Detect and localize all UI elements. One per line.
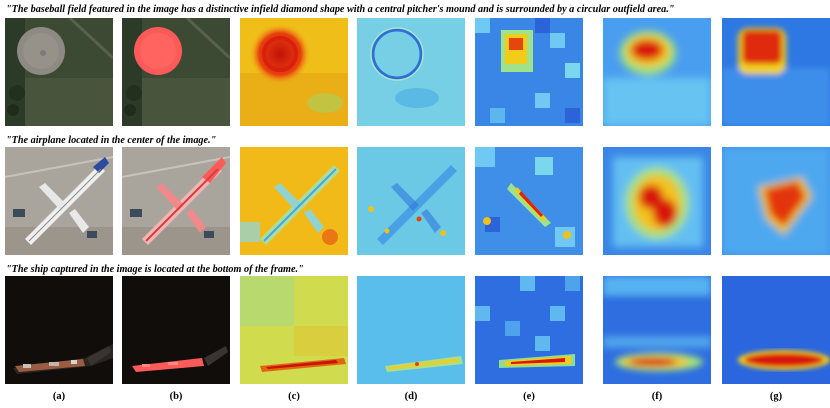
airplane-heatmap-f	[603, 147, 711, 255]
baseball-heatmap-c	[240, 18, 348, 126]
airplane-heatmap-g	[722, 147, 830, 255]
column-label-e: (e)	[523, 391, 535, 402]
column-label-c: (c)	[288, 391, 300, 402]
baseball-heatmap-d	[357, 18, 465, 126]
baseball-heatmap-f	[603, 18, 711, 126]
column-label-b: (b)	[169, 391, 183, 402]
baseball-heatmap-g	[722, 18, 830, 126]
ship-mask-overlay	[122, 276, 230, 384]
row-caption-airplane: "The airplane located in the center of t…	[6, 135, 217, 146]
baseball-original-image	[5, 18, 113, 126]
ship-heatmap-f	[603, 276, 711, 384]
ship-heatmap-c	[240, 276, 348, 384]
baseball-mask-overlay	[122, 18, 230, 126]
airplane-heatmap-e	[475, 147, 583, 255]
ship-heatmap-d	[357, 276, 465, 384]
column-label-g: (g)	[769, 391, 783, 402]
ship-heatmap-g	[722, 276, 830, 384]
row-caption-ship: "The ship captured in the image is locat…	[6, 264, 304, 275]
ship-original-image	[5, 276, 113, 384]
column-label-a: (a)	[52, 391, 66, 402]
airplane-original-image	[5, 147, 113, 255]
row-caption-baseball: "The baseball field featured in the imag…	[6, 4, 675, 15]
airplane-heatmap-d	[357, 147, 465, 255]
baseball-heatmap-e	[475, 18, 583, 126]
column-label-f: (f)	[651, 391, 663, 402]
ship-heatmap-e	[475, 276, 583, 384]
column-label-d: (d)	[404, 391, 418, 402]
airplane-mask-overlay	[122, 147, 230, 255]
airplane-heatmap-c	[240, 147, 348, 255]
